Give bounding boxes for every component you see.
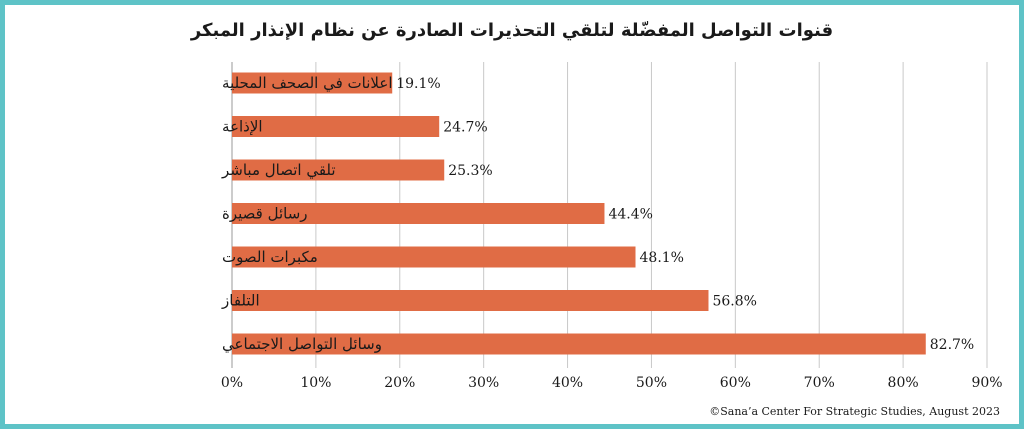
data-label: 82.7% (930, 337, 974, 353)
bar (232, 72, 393, 94)
bar (232, 333, 926, 355)
bar (232, 246, 636, 268)
data-label: 25.3% (448, 163, 492, 179)
credit-text: ©Sana’a Center For Strategic Studies, Au… (709, 405, 1000, 418)
data-label: 24.7% (443, 120, 487, 136)
data-label: 48.1% (640, 250, 684, 266)
category-label: وسائل التواصل الاجتماعي (222, 335, 382, 354)
x-tick-label: 10% (300, 375, 331, 391)
x-tick-label: 70% (804, 375, 835, 391)
bar (232, 203, 605, 224)
x-tick-label: 80% (888, 375, 919, 391)
data-label: 44.4% (608, 207, 652, 223)
bar (232, 159, 445, 181)
category-label: التلفاز (221, 292, 260, 310)
category-label: تلقي اتصال مباشر (221, 161, 336, 180)
x-tick-label: 40% (552, 375, 583, 391)
category-label: الإذاعة (222, 118, 263, 136)
category-label: مكبرات الصوت (222, 248, 318, 266)
category-label: اعلانات في الصحف المحلية (222, 74, 393, 93)
x-tick-label: 90% (971, 375, 1002, 391)
x-tick-label: 20% (384, 375, 415, 391)
bar (232, 116, 440, 137)
chart-title: قنوات التواصل المفضّلة لتلقي التحذيرات ا… (190, 20, 834, 41)
x-tick-label: 30% (468, 375, 499, 391)
data-label: 56.8% (712, 294, 756, 310)
x-tick-label: 60% (720, 375, 751, 391)
x-tick-label: 50% (636, 375, 667, 391)
x-tick-label: 0% (221, 375, 243, 391)
category-label: رسائل قصيرة (222, 205, 308, 223)
data-label: 19.1% (396, 76, 440, 92)
bar (232, 290, 709, 311)
